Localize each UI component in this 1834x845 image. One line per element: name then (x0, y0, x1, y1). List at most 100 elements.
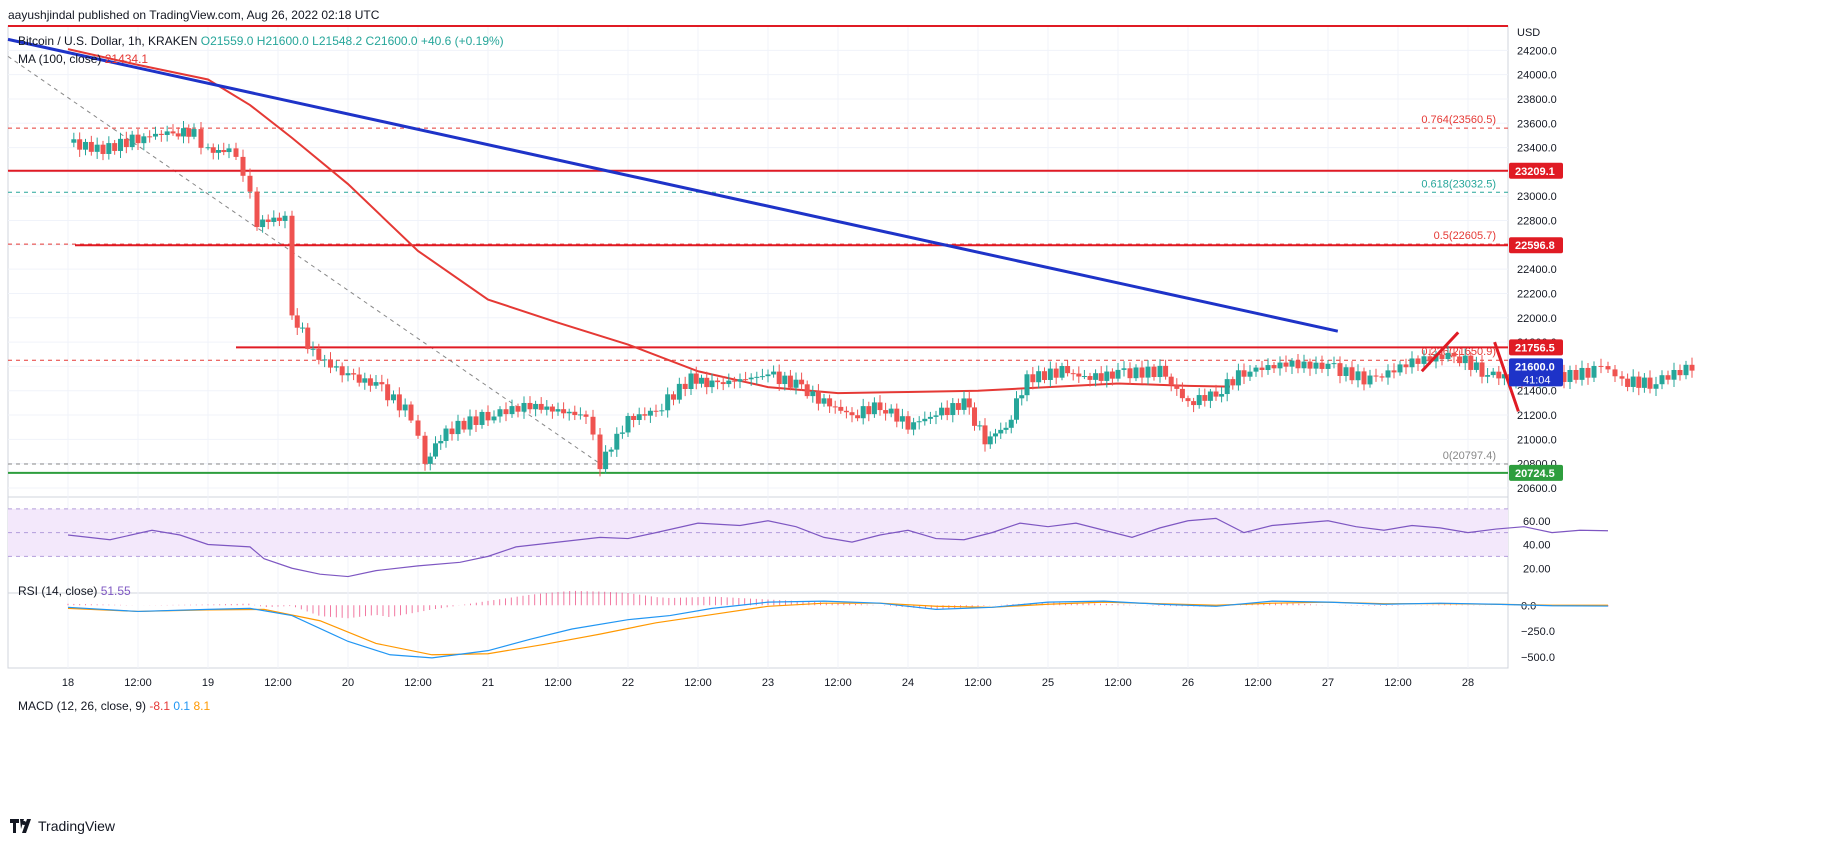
candle-body (877, 402, 883, 411)
price-label-box (1509, 237, 1563, 254)
candle-body (998, 429, 1004, 434)
candle-body (1591, 365, 1597, 378)
candle-body (1098, 373, 1104, 381)
candle-body (1625, 378, 1631, 387)
currency-label: USD (1517, 27, 1540, 39)
footer-brand-text: TradingView (38, 818, 116, 834)
candle-body (1224, 379, 1230, 395)
price-tick-label: 20600.0 (1517, 483, 1557, 495)
candle-body (1585, 367, 1591, 378)
ma-label: MA (100, close) (18, 52, 102, 66)
candle-body (385, 384, 391, 401)
candle-body (205, 147, 211, 149)
candle-body (1355, 371, 1361, 381)
candle-body (112, 143, 118, 151)
candle-body (782, 375, 788, 385)
rsi-label: RSI (14, close) (18, 584, 98, 598)
candle-body (300, 327, 305, 329)
candle-body (1605, 366, 1611, 370)
candle-body (1451, 352, 1457, 357)
footer-brand: TradingView (10, 818, 115, 834)
candle-body (515, 406, 521, 412)
candle-body (254, 191, 260, 228)
candle-body (1379, 376, 1385, 378)
candle-body (443, 428, 449, 441)
candle-body (408, 404, 414, 421)
macd-label: MACD (12, 26, close, 9) (18, 699, 147, 713)
candle-body (1641, 377, 1647, 388)
candle-body (704, 377, 710, 388)
candle-body (955, 403, 961, 410)
price-label-box (1509, 162, 1563, 179)
candle-body (590, 416, 596, 435)
price-label-box (1509, 464, 1563, 481)
candle-body (1174, 385, 1180, 389)
candle-body (832, 406, 838, 408)
candle-body (233, 148, 239, 157)
candle-body (1683, 364, 1689, 376)
candle-body (521, 402, 527, 412)
candle-body (1391, 370, 1397, 373)
candle-body (939, 407, 945, 416)
candle-body (549, 406, 555, 412)
candle-body (1219, 394, 1225, 397)
candle-body (1457, 356, 1463, 364)
candle-body (226, 148, 232, 153)
price-label-text: 23209.1 (1515, 166, 1555, 178)
candle-body (1065, 366, 1071, 374)
candle-body (1373, 375, 1379, 377)
price-tick-label: 23000.0 (1517, 191, 1557, 203)
price-tick-label: 23800.0 (1517, 94, 1557, 106)
candle-body (1042, 371, 1047, 380)
candle-body (129, 134, 135, 148)
x-tick-label: 26 (1182, 677, 1194, 689)
candle-body (449, 428, 455, 435)
macd-line (67, 600, 1609, 659)
x-tick-label: 12:00 (1384, 677, 1412, 689)
x-tick-label: 12:00 (404, 677, 432, 689)
candle-body (561, 409, 567, 414)
fib-level-label: 0.618(23032.5) (1421, 178, 1496, 190)
price-label-text: 22596.8 (1515, 240, 1555, 252)
candle-body (1259, 367, 1265, 370)
rsi-line (67, 517, 1609, 578)
x-tick-label: 22 (622, 677, 634, 689)
candle-body (170, 131, 176, 134)
candle-body (1689, 364, 1695, 371)
candle-body (1301, 361, 1307, 369)
candle-body (538, 403, 544, 410)
candle-body (961, 398, 967, 410)
candle-body (827, 398, 833, 407)
x-tick-label: 21 (482, 677, 494, 689)
candle-body (1109, 371, 1115, 379)
candle-body (972, 407, 977, 426)
candle-body (1014, 398, 1019, 420)
candle-body (1253, 367, 1259, 372)
candle-body (305, 327, 311, 350)
candle-body (676, 383, 682, 400)
candle-body (1630, 376, 1636, 387)
candle-body (265, 219, 271, 222)
price-label-text: 21756.5 (1515, 342, 1555, 354)
x-tick-label: 25 (1042, 677, 1054, 689)
candle-body (1191, 401, 1197, 406)
x-tick-label: 12:00 (264, 677, 292, 689)
candle-body (141, 136, 147, 144)
candle-body (164, 131, 170, 135)
candle-body (642, 414, 648, 416)
candle-body (289, 215, 295, 316)
candle-body (771, 371, 777, 375)
candle-body (433, 443, 438, 457)
candle-body (509, 406, 515, 415)
candle-body (1087, 376, 1093, 380)
candle-body (544, 406, 550, 410)
candle-body (688, 373, 694, 390)
candle-body (894, 408, 900, 422)
candle-body (1468, 355, 1474, 370)
candle-body (1151, 366, 1157, 378)
candle-body (1415, 358, 1421, 364)
candle-body (135, 134, 141, 144)
candle-body (1445, 352, 1451, 359)
x-tick-label: 18 (62, 677, 74, 689)
